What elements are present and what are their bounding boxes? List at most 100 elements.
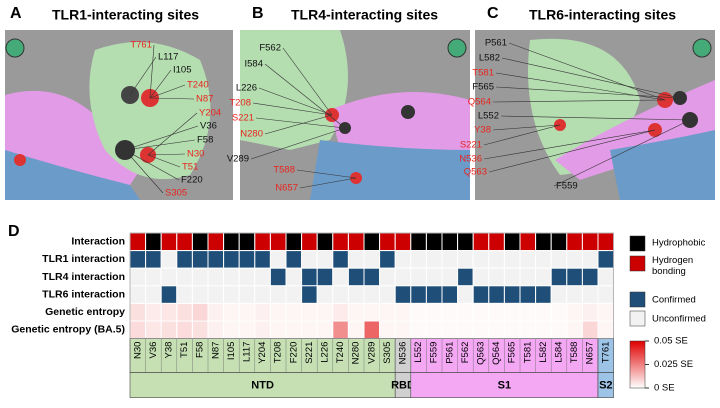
heatmap-cell [223, 285, 240, 304]
column-label: T240 [335, 342, 346, 364]
heatmap-cell [472, 267, 490, 287]
heatmap-cell [457, 285, 474, 304]
heatmap-cell [363, 250, 381, 269]
heatmap-cell [550, 302, 568, 322]
row-label: TLR4 interaction [42, 271, 125, 283]
residue-label: T208 [229, 98, 251, 109]
leader-line [147, 154, 181, 168]
heatmap-cell [332, 232, 349, 252]
heatmap-cell [285, 232, 303, 252]
residue-label: N657 [275, 183, 298, 194]
heatmap-cell [410, 250, 427, 269]
domain-bar [410, 372, 599, 398]
heatmap-cell [519, 302, 537, 322]
heatmap-cell [566, 285, 583, 304]
heatmap-cell [223, 267, 240, 287]
heatmap-cell [238, 320, 256, 340]
heatmap-cell [488, 285, 505, 304]
scale-label: 0.05 SE [654, 336, 688, 347]
heatmap-cell [441, 232, 459, 252]
heatmap-cell [410, 320, 427, 340]
legend-swatch [629, 310, 646, 327]
heatmap-cell [394, 250, 412, 269]
leader-line [124, 149, 180, 181]
heatmap-cell [191, 302, 209, 322]
heatmap-cell [191, 320, 209, 340]
heatmap-cell [550, 320, 568, 340]
leader-line [124, 139, 196, 151]
heatmap-cell [394, 320, 412, 340]
heatmap-cell [176, 232, 193, 252]
heatmap-cell [488, 267, 505, 287]
heatmap-cell [379, 232, 396, 252]
heatmap-cell [394, 285, 412, 304]
residue-label: L582 [479, 53, 500, 64]
heatmap-cell [394, 267, 412, 287]
heatmap-cell [129, 232, 147, 252]
heatmap-cell [145, 250, 162, 269]
column-label: Y38 [164, 342, 175, 359]
row-label: TLR1 interaction [42, 253, 125, 265]
leader-line [553, 119, 691, 187]
column-label: F58 [195, 342, 206, 358]
heatmap-cell [269, 302, 287, 322]
heatmap-cell [347, 302, 365, 322]
heatmap-frame [129, 232, 614, 339]
residue-label: N30 [187, 149, 204, 160]
domain-label: S1 [498, 380, 511, 392]
heatmap-cell [425, 267, 443, 287]
heatmap-cell [332, 267, 349, 287]
heatmap-cell [519, 232, 537, 252]
heatmap-cell [347, 285, 365, 304]
row-label: Genetic entropy [45, 306, 125, 318]
heatmap-cell [269, 267, 287, 287]
residue-label: T240 [187, 80, 209, 91]
residue-label: T51 [182, 162, 198, 173]
heatmap-cell [550, 267, 568, 287]
heatmap-cell [394, 302, 412, 322]
heatmap-cell [191, 267, 209, 287]
column-label: N30 [132, 342, 143, 359]
heatmap-cell [441, 302, 459, 322]
heatmap-cell [410, 232, 427, 252]
leader-line [483, 129, 656, 160]
residue-label: F559 [556, 181, 578, 192]
heatmap-cell [301, 285, 318, 304]
leader-line [258, 87, 333, 116]
heatmap-cell [581, 285, 599, 304]
heatmap-cell [457, 320, 474, 340]
scale-label: 0.025 SE [654, 359, 693, 370]
heatmap-cell [535, 267, 552, 287]
heatmap-cell [379, 250, 396, 269]
heatmap-cell [410, 267, 427, 287]
heatmap-cell [535, 232, 552, 252]
leader-line [492, 99, 666, 103]
leader-line [147, 153, 186, 156]
column-label: S221 [304, 342, 315, 364]
heatmap-cell [129, 267, 147, 287]
leader-line [149, 97, 195, 100]
heatmap-cell [191, 285, 209, 304]
heatmap-cell [285, 267, 303, 287]
residue-label: T581 [472, 68, 494, 79]
column-label: P561 [444, 342, 455, 364]
residue-label: N87 [196, 94, 213, 105]
heatmap-cell [160, 302, 178, 322]
heatmap-cell [394, 232, 412, 252]
heatmap-cell [160, 320, 178, 340]
legend-label: Confirmed [652, 295, 696, 306]
heatmap-cell [472, 320, 490, 340]
heatmap-cell [176, 267, 193, 287]
heatmap-cell [550, 232, 568, 252]
residue-label: F562 [259, 43, 281, 54]
heatmap-cell [519, 285, 537, 304]
heatmap-cell [581, 267, 599, 287]
residue-label: Q563 [464, 167, 487, 178]
heatmap-cell [207, 320, 225, 340]
residue-label: Y204 [199, 108, 221, 119]
heatmap-cell [191, 232, 209, 252]
heatmap-cell [145, 285, 162, 304]
residue-label: N280 [240, 129, 263, 140]
heatmap-cell [363, 267, 381, 287]
